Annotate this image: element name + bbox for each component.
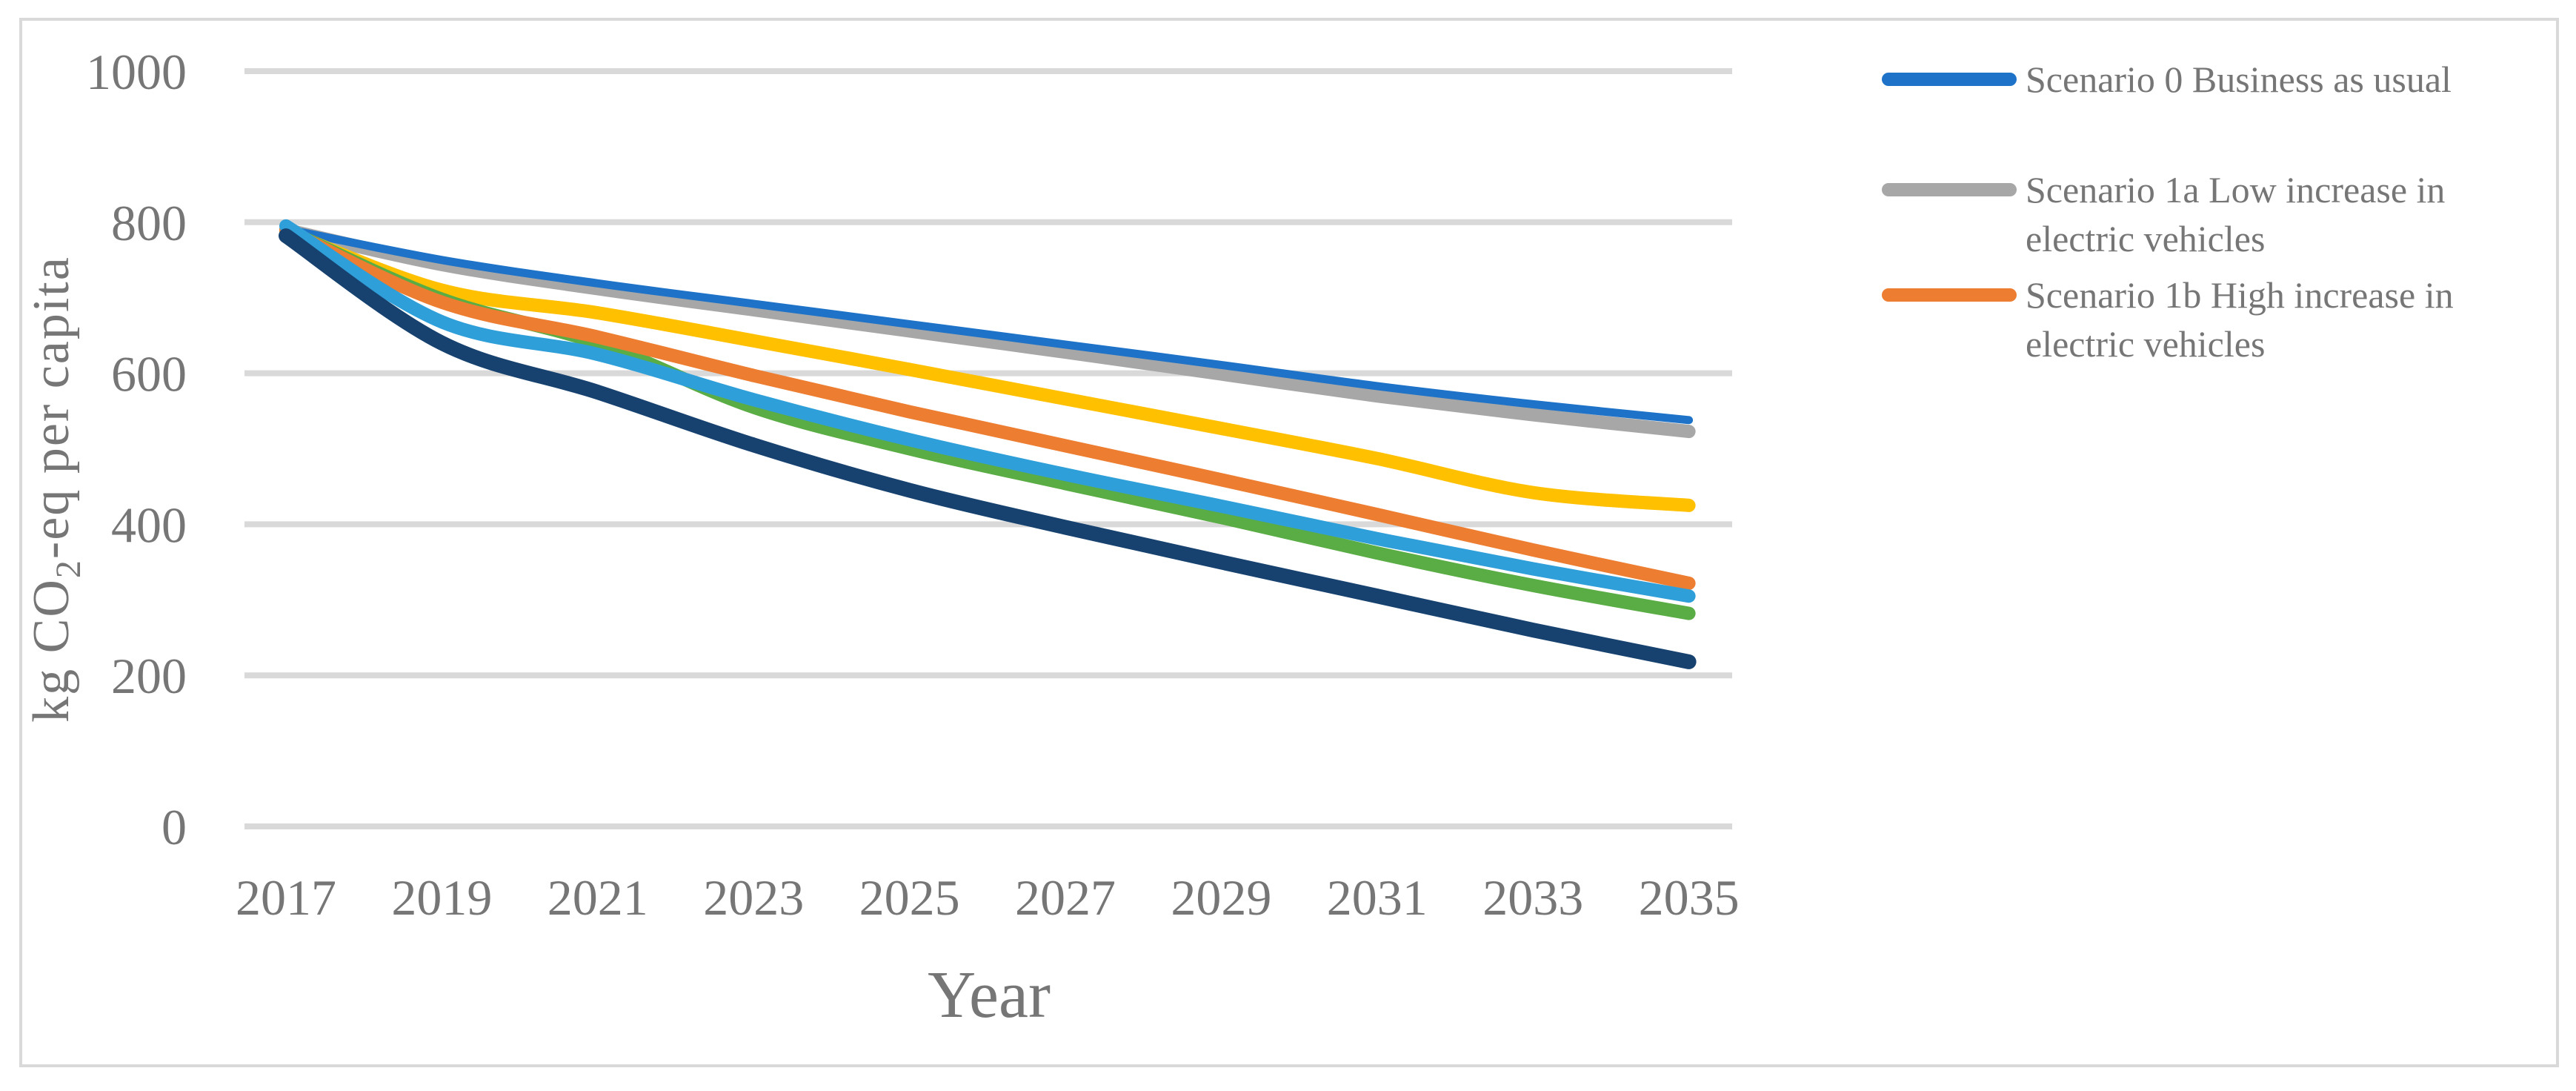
x-tick-label-2033: 2033 (1482, 869, 1583, 926)
series-line-unlabeled-yellow (279, 225, 1696, 512)
y-axis-title-subscript: 2 (49, 559, 88, 578)
y-tick-label-800: 800 (111, 195, 187, 251)
legend-item-scenario-1b: Scenario 1b High increase in electric veh… (1882, 274, 2454, 365)
legend-swatch-scenario-0 (1882, 73, 2017, 86)
x-tick-label-2027: 2027 (1015, 869, 1116, 926)
legend-label-scenario-1a-line2: electric vehicles (2026, 218, 2265, 259)
legend-label-scenario-0: Scenario 0 Business as usual (2026, 59, 2452, 100)
x-tick-label-2019: 2019 (391, 869, 492, 926)
x-tick-label-2021: 2021 (548, 869, 648, 926)
y-axis-title-post: -eq per capita (23, 256, 80, 559)
figure-border (19, 18, 2559, 1067)
legend-swatch-scenario-1b (1882, 288, 2017, 302)
y-tick-label-200: 200 (111, 648, 187, 704)
y-tick-label-600: 600 (111, 346, 187, 402)
y-axis-title: kg CO2-eq per capita (23, 256, 88, 723)
series-line-scenario-1b (279, 223, 1696, 590)
x-axis-title: Year (928, 958, 1051, 1032)
x-tick-label-2023: 2023 (703, 869, 804, 926)
x-tick-label-2017: 2017 (236, 869, 336, 926)
y-axis-title-pre: kg CO (23, 578, 80, 723)
x-tick-label-2029: 2029 (1171, 869, 1271, 926)
legend-label-scenario-1b: Scenario 1b High increase in (2026, 274, 2454, 316)
y-tick-label-400: 400 (111, 497, 187, 553)
series-line-scenario-1a (279, 223, 1696, 439)
legend-label-scenario-1a: Scenario 1a Low increase in (2026, 169, 2445, 210)
series-line-unlabeled-navy (279, 228, 1697, 669)
legend-label-scenario-1b-line2: electric vehicles (2026, 323, 2265, 365)
x-tick-label-2035: 2035 (1639, 869, 1740, 926)
legend-item-scenario-0: Scenario 0 Business as usual (1882, 59, 2452, 100)
x-tick-label-2031: 2031 (1327, 869, 1428, 926)
y-tick-label-1000: 1000 (86, 44, 187, 100)
legend-item-scenario-1a: Scenario 1a Low increase in electric vehi… (1882, 169, 2445, 259)
x-tick-label-2025: 2025 (859, 869, 960, 926)
series-line-scenario-0 (282, 225, 1694, 425)
y-tick-label-0: 0 (162, 799, 187, 855)
legend-swatch-scenario-1a (1882, 183, 2017, 196)
series-line-unlabeled-lightblue (279, 219, 1696, 603)
